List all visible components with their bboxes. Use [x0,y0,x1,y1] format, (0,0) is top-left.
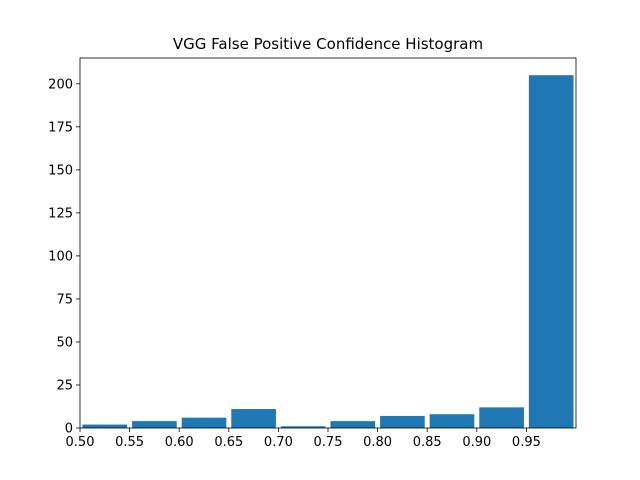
y-tick-label: 125 [48,206,73,221]
y-tick-label: 175 [48,120,73,135]
histogram-bar [280,426,326,428]
x-tick-label: 0.65 [214,435,243,450]
histogram-bar [429,414,475,428]
histogram-bar [528,75,574,429]
x-tick-label: 0.85 [413,435,442,450]
y-tick-label: 75 [56,292,73,307]
x-tick-label: 0.60 [165,435,194,450]
x-tick-label: 0.80 [363,435,392,450]
chart-title: VGG False Positive Confidence Histogram [173,35,483,53]
x-tick-label: 0.90 [462,435,491,450]
x-tick-label: 0.70 [264,435,293,450]
y-tick-label: 200 [48,77,73,92]
histogram-bar [330,421,376,428]
x-tick-label: 0.55 [115,435,144,450]
y-tick-label: 50 [56,335,73,350]
histogram-bar [231,409,276,428]
y-tick-label: 100 [48,249,73,264]
y-tick-label: 25 [56,378,73,393]
x-tick-label: 0.50 [66,435,95,450]
histogram-bar [181,417,227,428]
y-axis: 0 25 50 75 100 125 150 175 200 [48,77,80,437]
x-tick-label: 0.75 [314,435,343,450]
y-tick-label: 150 [48,163,73,178]
histogram-bar [479,407,524,428]
histogram-bar [132,421,177,428]
histogram-bar [82,424,128,428]
x-axis: 0.50 0.55 0.60 0.65 0.70 0.75 0.80 0.85 0.90 0.95 [66,428,541,450]
histogram-bar [380,415,425,428]
y-tick-label: 0 [65,422,73,437]
plot-frame [79,57,577,429]
x-tick-label: 0.95 [512,435,541,450]
bars-group [82,75,574,429]
